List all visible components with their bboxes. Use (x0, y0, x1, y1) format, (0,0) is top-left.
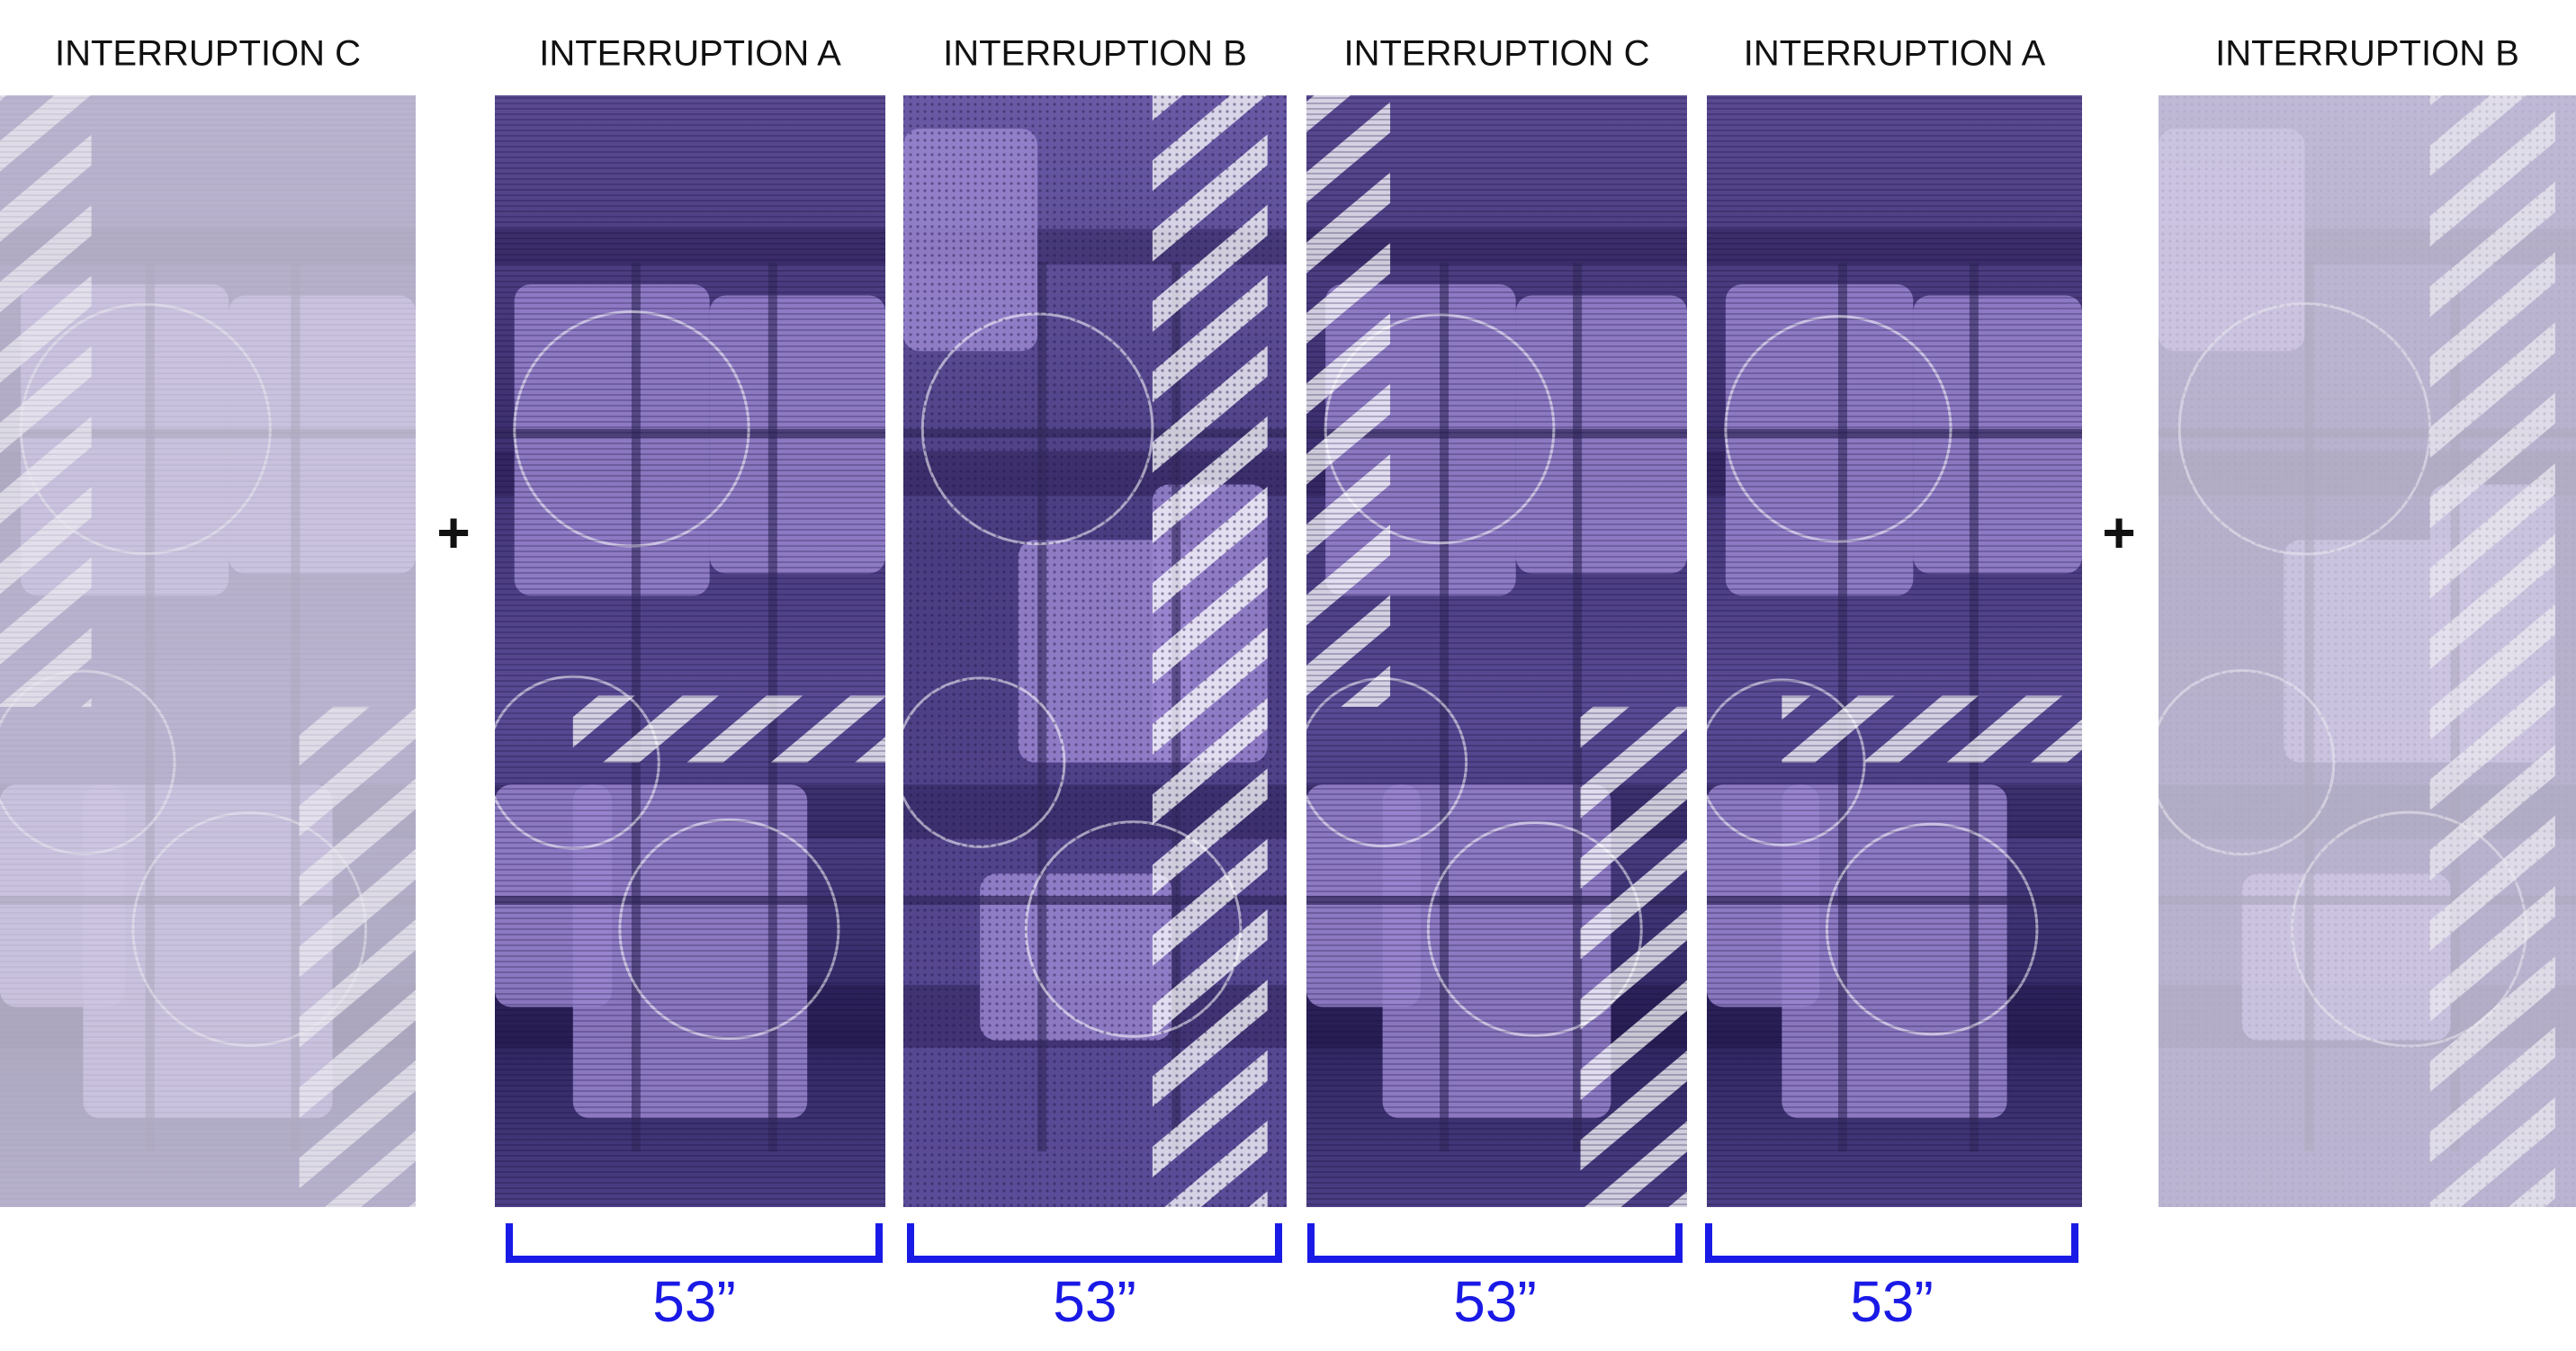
width-label: 53” (1053, 1269, 1136, 1334)
fade-overlay (0, 95, 416, 1207)
texture (903, 95, 1287, 1207)
panel-artwork (2159, 95, 2576, 1207)
panel-artwork (903, 95, 1287, 1207)
width-label: 53” (1453, 1269, 1537, 1334)
texture (495, 95, 885, 1207)
panel-label: INTERRUPTION A (1744, 34, 2046, 74)
plus-sign: + (436, 500, 470, 565)
plus-sign: + (2102, 500, 2135, 565)
panel-label: INTERRUPTION A (539, 34, 841, 74)
panel-label: INTERRUPTION B (943, 34, 1247, 74)
panel-artwork (1707, 95, 2082, 1207)
width-bracket (1705, 1223, 2078, 1263)
panel-label: INTERRUPTION C (55, 34, 361, 74)
width-label: 53” (652, 1269, 736, 1334)
panel-artwork (0, 95, 416, 1207)
width-label: 53” (1850, 1269, 1934, 1334)
fade-overlay (2159, 95, 2576, 1207)
width-bracket (907, 1223, 1282, 1263)
panel-artwork (495, 95, 885, 1207)
texture (0, 95, 416, 1207)
texture (1707, 95, 2082, 1207)
width-bracket (506, 1223, 883, 1263)
texture (1306, 95, 1687, 1207)
width-bracket (1307, 1223, 1683, 1263)
panel-label: INTERRUPTION C (1344, 34, 1650, 74)
panel-artwork (1306, 95, 1687, 1207)
panel-label: INTERRUPTION B (2215, 34, 2519, 74)
texture (2159, 95, 2576, 1207)
